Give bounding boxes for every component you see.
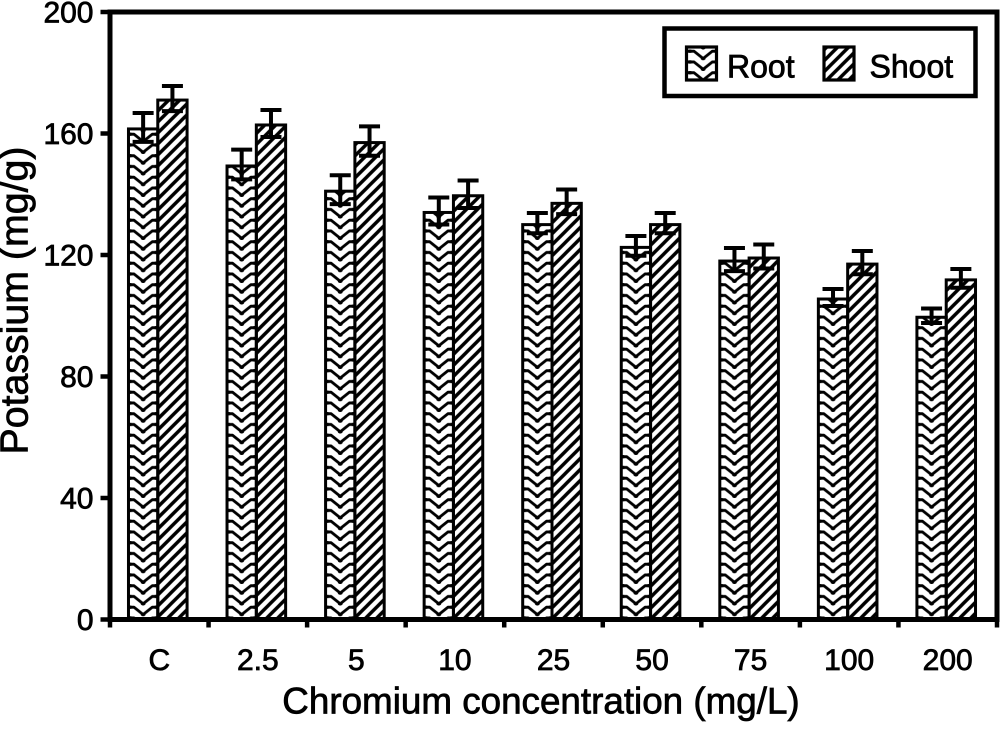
svg-text:C: C: [148, 644, 170, 677]
svg-text:10: 10: [438, 644, 471, 677]
svg-text:2.5: 2.5: [237, 644, 279, 677]
svg-text:25: 25: [537, 644, 570, 677]
svg-text:120: 120: [43, 240, 93, 273]
svg-text:40: 40: [60, 483, 93, 516]
svg-text:Chromium concentration (mg/L): Chromium concentration (mg/L): [282, 680, 799, 721]
svg-text:200: 200: [43, 0, 93, 30]
svg-text:Root: Root: [727, 48, 795, 84]
svg-text:Shoot: Shoot: [870, 48, 954, 84]
svg-text:5: 5: [348, 644, 365, 677]
svg-text:80: 80: [60, 361, 93, 394]
svg-text:200: 200: [923, 644, 973, 677]
svg-text:50: 50: [635, 644, 668, 677]
svg-text:160: 160: [43, 118, 93, 151]
svg-text:0: 0: [77, 604, 94, 637]
svg-text:75: 75: [734, 644, 767, 677]
svg-text:100: 100: [824, 644, 874, 677]
svg-text:Potassium (mg/g): Potassium (mg/g): [0, 147, 37, 455]
